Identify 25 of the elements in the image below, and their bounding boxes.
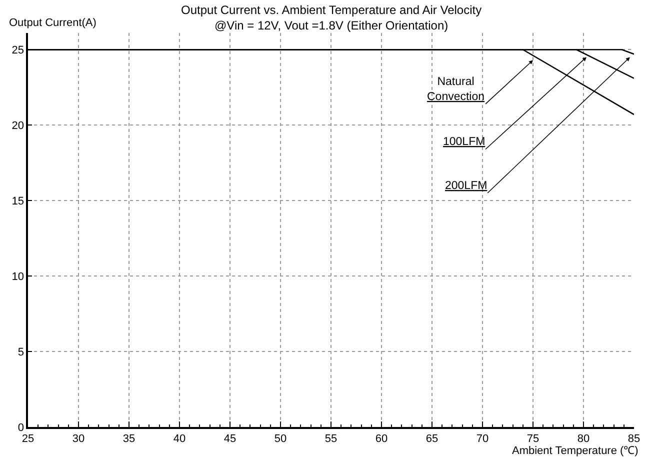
annotation: Natural Convection [427,76,485,103]
y-tick-label: 10 [12,270,24,283]
x-tick-label: 65 [426,432,438,445]
x-tick-label: 35 [122,432,136,445]
x-tick-label: 85 [628,432,640,445]
annotation: 200LFM [445,180,488,192]
y-tick-label: 5 [18,346,24,358]
y-axis-title: Output Current(A) [9,17,96,29]
x-tick-label: 60 [375,432,388,445]
annotation: 100LFM [443,136,486,148]
y-tick-label: 20 [12,120,24,132]
chart-title: Output Current vs. Ambient Temperature and Air Velocity [181,3,482,17]
x-tick-label: 75 [526,432,540,445]
x-tick-label: 40 [173,432,186,445]
chart-subtitle: @Vin = 12V, Vout =1.8V (Either Orientation) [214,18,448,33]
y-tick-label: 15 [12,195,24,208]
y-tick-label: 0 [18,422,24,434]
x-tick-label: 50 [274,432,287,445]
x-tick-label: 80 [577,432,590,445]
x-tick-label: 70 [476,432,489,445]
x-tick-label: 45 [224,432,236,445]
x-tick-label: 55 [324,432,338,445]
y-tick-label: 25 [12,44,24,56]
x-axis-title: Ambient Temperature (℃) [512,445,638,457]
x-tick-label: 30 [72,432,85,445]
